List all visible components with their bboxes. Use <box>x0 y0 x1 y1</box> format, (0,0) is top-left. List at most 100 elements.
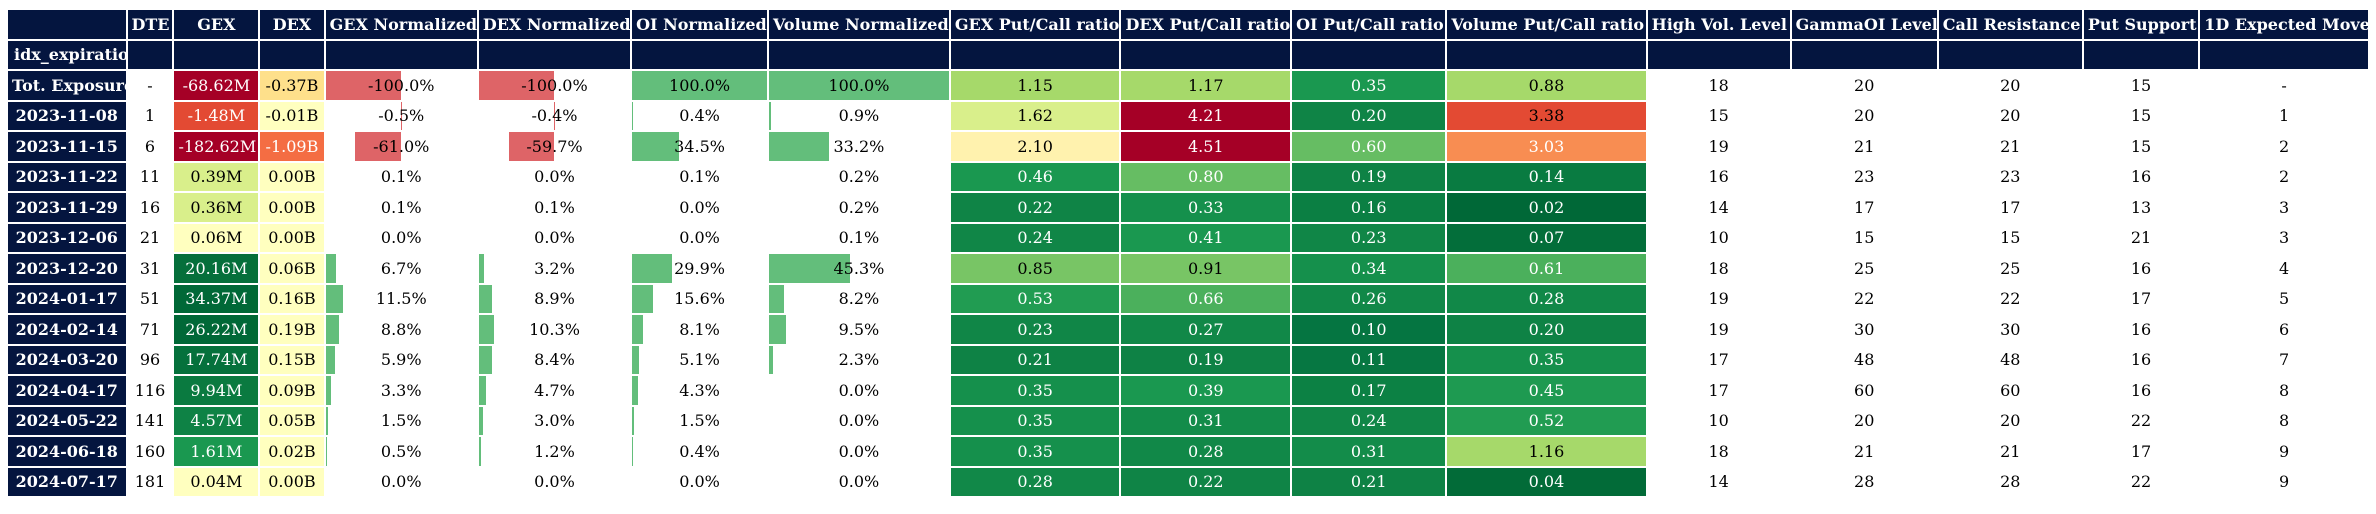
table-row: 2024-02-14 71 26.22M 0.19B 8.8% 10.3% 8.1% 9.5%… <box>8 315 2368 344</box>
cell-gex-put-call-ratio: 0.35 <box>950 376 1120 405</box>
index-header-blank-cell <box>1791 40 1937 69</box>
cell-gammaoi-level: 20 <box>1854 75 1875 95</box>
cell-value: 0.4% <box>679 106 720 126</box>
cell-high-vol-level: 14 <box>1708 197 1729 217</box>
column-header-dex-normalized: DEX Normalized <box>478 10 631 39</box>
cell-1d-expected-move: 1 <box>2279 106 2290 126</box>
column-header-oi-put-call-ratio: OI Put/Call ratio <box>1292 10 1446 39</box>
cell-oi-put-call-ratio: 0.20 <box>1292 101 1446 130</box>
cell-oi-put-call-ratio: 0.16 <box>1292 193 1446 222</box>
index-corner-cell <box>8 10 126 39</box>
cell-dex-put-call-ratio: 1.17 <box>1121 71 1291 100</box>
cell-dex-normalized: -59.7% <box>479 132 630 161</box>
cell-dte: 116 <box>134 380 166 400</box>
cell-value: -0.5% <box>378 106 425 126</box>
cell-gammaoi-level: 20 <box>1854 411 1875 431</box>
table-row: 2024-01-17 51 34.37M 0.16B 11.5% 8.9% 15.6% 8.2… <box>8 284 2368 313</box>
cell-dex: 0.00B <box>260 162 324 191</box>
cell-dex-put-call-ratio: 0.39 <box>1121 376 1291 405</box>
cell-gex: 26.22M <box>174 315 259 344</box>
cell-oi-normalized: 0.0% <box>679 472 720 492</box>
cell-dex-normalized: 0.1% <box>534 197 575 217</box>
data-bar <box>325 345 335 374</box>
data-bar <box>478 315 495 344</box>
cell-value: 0.4% <box>679 441 720 461</box>
row-header-expiration-date: 2024-06-18 <box>8 437 126 466</box>
cell-put-support: 16 <box>2130 258 2152 278</box>
row-header-expiration-date: 2023-11-15 <box>8 132 126 161</box>
cell-put-support: 16 <box>2130 319 2152 339</box>
cell-oi-normalized: 100.0% <box>632 71 767 100</box>
cell-dex-normalized: 0.0% <box>534 472 575 492</box>
row-header-expiration-date: Tot. Exposure <box>8 71 126 100</box>
cell-volume-put-call-ratio: 0.20 <box>1447 315 1646 344</box>
data-bar <box>632 345 639 374</box>
cell-dex-put-call-ratio: 0.91 <box>1121 254 1291 283</box>
cell-oi-put-call-ratio: 0.19 <box>1292 162 1446 191</box>
cell-oi-put-call-ratio: 0.11 <box>1292 345 1446 374</box>
cell-gex-put-call-ratio: 0.85 <box>950 254 1120 283</box>
cell-oi-put-call-ratio: 0.31 <box>1292 437 1446 466</box>
cell-1d-expected-move: 3 <box>2279 197 2290 217</box>
cell-value: 1.5% <box>679 411 720 431</box>
cell-call-resistance: 23 <box>2000 167 2021 187</box>
cell-gex-put-call-ratio: 0.23 <box>950 315 1120 344</box>
cell-value: 8.4% <box>534 350 575 370</box>
data-bar <box>478 284 493 313</box>
cell-value: -61.0% <box>373 136 430 156</box>
cell-gex: 0.06M <box>174 223 259 252</box>
index-header-row: idx_expiration_date <box>8 40 2368 69</box>
cell-gex: 0.04M <box>174 467 259 496</box>
cell-1d-expected-move: 3 <box>2279 228 2290 248</box>
cell-dte: 181 <box>134 472 166 492</box>
table-row: 2023-11-22 11 0.39M 0.00B 0.1% 0.0% 0.1% 0.2% 0.… <box>8 162 2368 191</box>
cell-dex-normalized: 1.2% <box>478 437 630 466</box>
cell-value: 0.5% <box>380 441 422 461</box>
cell-oi-put-call-ratio: 0.10 <box>1292 315 1446 344</box>
table-row: 2024-04-17 116 9.94M 0.09B 3.3% 4.7% 4.3% 0.0% 0… <box>8 376 2368 405</box>
cell-value: 5.9% <box>380 350 422 370</box>
cell-1d-expected-move: 8 <box>2279 380 2290 400</box>
cell-call-resistance: 20 <box>2000 75 2021 95</box>
cell-dex: -1.09B <box>260 132 324 161</box>
cell-gex: 17.74M <box>174 345 259 374</box>
cell-call-resistance: 28 <box>2000 472 2021 492</box>
cell-gammaoi-level: 21 <box>1854 136 1875 156</box>
cell-dte: - <box>147 75 153 95</box>
cell-oi-normalized: 29.9% <box>632 254 767 283</box>
column-header-oi-normalized: OI Normalized <box>632 10 767 39</box>
cell-volume-put-call-ratio: 0.02 <box>1447 193 1646 222</box>
cell-dex-normalized: 8.9% <box>478 284 630 313</box>
cell-high-vol-level: 19 <box>1708 289 1729 309</box>
cell-volume-put-call-ratio: 1.16 <box>1447 437 1646 466</box>
cell-dex-put-call-ratio: 0.31 <box>1121 406 1291 435</box>
column-header-gammaoi-level: GammaOI Level <box>1791 10 1937 39</box>
cell-gammaoi-level: 17 <box>1854 197 1875 217</box>
cell-gex-put-call-ratio: 0.28 <box>950 467 1120 496</box>
cell-dex: -0.01B <box>260 101 324 130</box>
data-bar <box>632 101 633 130</box>
cell-1d-expected-move: 9 <box>2279 441 2290 461</box>
cell-value: 9.5% <box>838 319 880 339</box>
data-bar <box>768 284 784 313</box>
cell-gex: 34.37M <box>174 284 259 313</box>
cell-value: -100.0% <box>521 75 588 95</box>
cell-value: 8.9% <box>534 289 575 309</box>
cell-put-support: 22 <box>2130 472 2152 492</box>
cell-volume-normalized: 0.0% <box>838 441 880 461</box>
data-bar <box>478 437 481 466</box>
gamma-exposure-table: DTE GEX DEX GEX Normalized DEX Normalized OI … <box>6 8 2370 498</box>
cell-gammaoi-level: 48 <box>1854 350 1875 370</box>
data-bar <box>632 71 767 100</box>
cell-gex: -182.62M <box>174 132 259 161</box>
cell-value: 5.1% <box>679 350 720 370</box>
cell-dex-put-call-ratio: 4.21 <box>1121 101 1291 130</box>
cell-oi-normalized: 5.1% <box>632 345 767 374</box>
cell-value: 29.9% <box>674 258 725 278</box>
row-header-expiration-date: 2024-07-17 <box>8 467 126 496</box>
cell-volume-normalized: 0.2% <box>838 197 880 217</box>
cell-volume-put-call-ratio: 0.45 <box>1447 376 1646 405</box>
cell-gex-put-call-ratio: 0.35 <box>950 437 1120 466</box>
data-bar <box>509 132 555 161</box>
cell-oi-normalized: 0.1% <box>679 167 720 187</box>
